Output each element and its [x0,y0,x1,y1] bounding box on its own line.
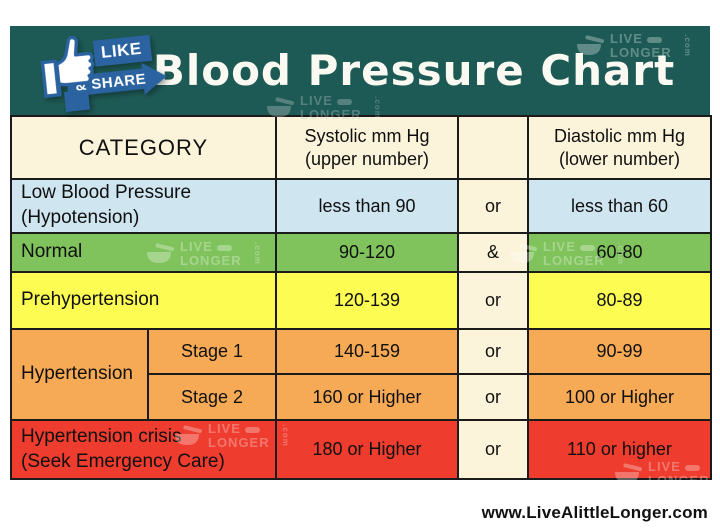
category-sublabel: (Hypotension) [21,207,140,228]
footer-url[interactable]: www.LiveAlittleLonger.com [481,503,708,522]
page-title: Blood Pressure Chart [152,45,676,95]
header-connector-cell [457,115,529,180]
category-sublabel: (Seek Emergency Care) [21,450,225,472]
systolic-subtitle: (upper number) [304,148,430,169]
diastolic-cell: 90-99 [527,328,712,375]
systolic-cell: 120-139 [275,271,459,330]
systolic-cell: 140-159 [275,328,459,375]
connector-cell: or [457,271,529,330]
header-systolic-cell: Systolic mm Hg (upper number) [275,115,459,180]
category-cell: Prehypertension [10,271,277,330]
category-label: Low Blood Pressure [21,182,192,204]
systolic-cell: 160 or Higher [275,373,459,421]
like-share-badge[interactable]: LIKE & SHARE [34,24,170,119]
category-label: Hypertension crisis [21,425,182,447]
connector-cell: or [457,373,529,421]
table-row: Stage 2 160 or Higher or 100 or Higher [11,373,712,421]
category-cell: Normal [10,232,277,273]
connector-cell: & [457,232,529,273]
connector-cell: or [457,419,529,480]
diastolic-cell: 100 or Higher [527,373,712,421]
systolic-cell: 90-120 [275,232,459,273]
table-header-row: CATEGORY Systolic mm Hg (upper number) D… [10,115,712,180]
category-cell: Hypertension crisis (Seek Emergency Care… [10,419,277,480]
diastolic-cell: 80-89 [527,271,712,330]
stage-cell: Stage 1 [147,328,277,375]
table-row: Hypertension Stage 1 140-159 or 90-99 [10,328,712,421]
table-row: Prehypertension 120-139 or 80-89 [10,271,712,330]
systolic-cell: 180 or Higher [275,419,459,480]
table-row: Normal 90-120 & 60-80 [10,232,712,273]
diastolic-cell: 110 or higher [527,419,712,480]
table-row: Hypertension crisis (Seek Emergency Care… [10,419,712,480]
like-label: LIKE [92,34,152,67]
diastolic-cell: 60-80 [527,232,712,273]
category-cell: Low Blood Pressure (Hypotension) [10,178,277,234]
table-row: Low Blood Pressure (Hypotension) less th… [10,178,712,234]
header-category-cell: CATEGORY [10,115,277,180]
connector-cell: or [457,328,529,375]
diastolic-title: Diastolic mm Hg [553,126,686,146]
header-diastolic-cell: Diastolic mm Hg (lower number) [527,115,712,180]
diastolic-subtitle: (lower number) [558,148,681,169]
bp-table: CATEGORY Systolic mm Hg (upper number) D… [10,115,712,480]
systolic-title: Systolic mm Hg [304,126,430,146]
diastolic-cell: less than 60 [527,178,712,234]
header-banner: LIKE & SHARE Blood Pressure Chart [10,26,710,115]
thumbs-up-icon [40,35,95,99]
stage-cell: Stage 2 [147,373,277,421]
infographic-content: LIKE & SHARE Blood Pressure Chart CATEGO… [10,26,712,480]
category-cell: Hypertension [10,328,149,421]
connector-cell: or [457,178,529,234]
systolic-cell: less than 90 [275,178,459,234]
